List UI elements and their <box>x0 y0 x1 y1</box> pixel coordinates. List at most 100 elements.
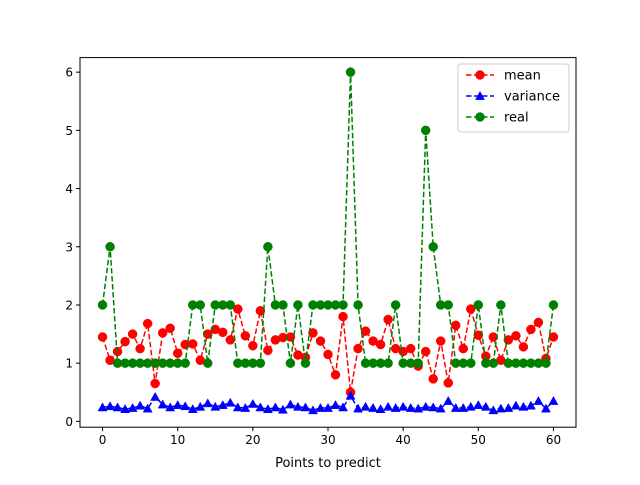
mean-point <box>375 339 386 350</box>
variance-point <box>435 403 446 413</box>
legend-marker <box>475 90 485 100</box>
mean-point <box>405 343 416 354</box>
variance-point <box>428 402 439 412</box>
y-tick-label: 2 <box>65 298 73 312</box>
real-point <box>263 242 273 252</box>
x-tick-label: 30 <box>320 433 335 447</box>
variance-point <box>187 404 198 414</box>
mean-point <box>533 317 544 328</box>
real-point <box>293 300 303 310</box>
legend-item-variance: variance <box>466 90 560 105</box>
mean-point <box>285 332 296 342</box>
real-point <box>413 358 423 368</box>
variance-point <box>157 399 168 409</box>
legend-marker <box>475 70 485 80</box>
real-point <box>496 300 506 310</box>
variance-point <box>225 397 236 407</box>
variance-point <box>217 400 228 409</box>
plot-area <box>97 67 559 415</box>
real-point <box>473 300 484 310</box>
mean-point <box>255 306 266 316</box>
real-point <box>338 300 348 310</box>
mean-point <box>435 336 446 346</box>
variance-point <box>165 402 176 412</box>
legend-item-real: real <box>466 111 529 126</box>
mean-point <box>172 348 183 359</box>
mean-point <box>127 329 138 339</box>
series-real <box>97 67 559 368</box>
mean-point <box>157 328 168 338</box>
mean-point <box>353 343 363 354</box>
real-point <box>541 358 551 368</box>
variance-point <box>518 401 529 411</box>
variance-point <box>510 400 521 410</box>
real-point <box>443 300 453 310</box>
variance-point <box>240 402 251 412</box>
legend-label: variance <box>504 90 560 105</box>
mean-point <box>142 318 153 329</box>
mean-point <box>248 340 258 351</box>
variance-point <box>458 402 469 412</box>
real-point <box>105 242 115 252</box>
axes: 0 10 20 30 40 50 60 0 1 2 3 4 5 6 Points to predict <box>65 57 577 471</box>
variance-point <box>473 400 484 409</box>
variance-point <box>533 395 544 405</box>
mean-point <box>120 336 130 347</box>
variance-point <box>247 398 258 408</box>
x-axis-ticks: 0 10 20 30 40 50 60 <box>99 427 561 447</box>
mean-point <box>511 331 521 341</box>
variance-point <box>300 402 311 412</box>
mean-point <box>150 378 160 389</box>
variance-point <box>323 402 333 412</box>
variance-point <box>368 402 379 412</box>
mean-point <box>97 332 108 342</box>
mean-point <box>443 378 453 388</box>
mean-point <box>383 314 393 325</box>
y-tick-label: 5 <box>65 124 73 138</box>
variance-point <box>383 401 394 411</box>
mean-point <box>466 304 476 314</box>
mean-point <box>218 327 228 338</box>
variance-point <box>353 403 363 413</box>
x-tick-label: 20 <box>245 433 260 447</box>
real-point <box>195 300 205 310</box>
y-tick-label: 0 <box>65 415 73 429</box>
variance-point <box>150 391 161 401</box>
real-point <box>97 300 108 310</box>
mean-point <box>315 336 326 346</box>
variance-point <box>142 403 153 413</box>
mean-point <box>428 374 438 384</box>
variance-point <box>135 400 146 410</box>
variance-point <box>488 405 499 415</box>
real-point <box>383 358 393 368</box>
real-point <box>300 358 311 368</box>
mean-point <box>165 323 175 334</box>
variance-point <box>120 404 131 414</box>
variance-point <box>293 401 303 411</box>
variance-point <box>105 401 115 411</box>
real-point <box>548 300 559 310</box>
variance-point <box>270 402 281 412</box>
legend: mean variance real <box>457 63 570 133</box>
variance-point <box>285 399 296 409</box>
variance-point <box>390 402 401 412</box>
real-point <box>390 300 401 310</box>
variance-point <box>112 402 123 412</box>
mean-point <box>458 343 469 354</box>
variance-point <box>172 400 183 409</box>
real-point <box>353 300 363 310</box>
real-point <box>180 358 190 368</box>
variance-point <box>398 401 409 411</box>
mean-point <box>451 320 461 331</box>
mean-point <box>420 346 431 357</box>
variance-point <box>97 402 108 412</box>
mean-point <box>360 326 371 336</box>
y-tick-label: 3 <box>65 240 73 254</box>
mean-point <box>323 349 333 360</box>
y-tick-label: 6 <box>65 66 73 80</box>
mean-point <box>330 370 341 380</box>
variance-point <box>232 402 243 412</box>
real-point <box>428 242 438 252</box>
variance-point <box>308 405 318 415</box>
